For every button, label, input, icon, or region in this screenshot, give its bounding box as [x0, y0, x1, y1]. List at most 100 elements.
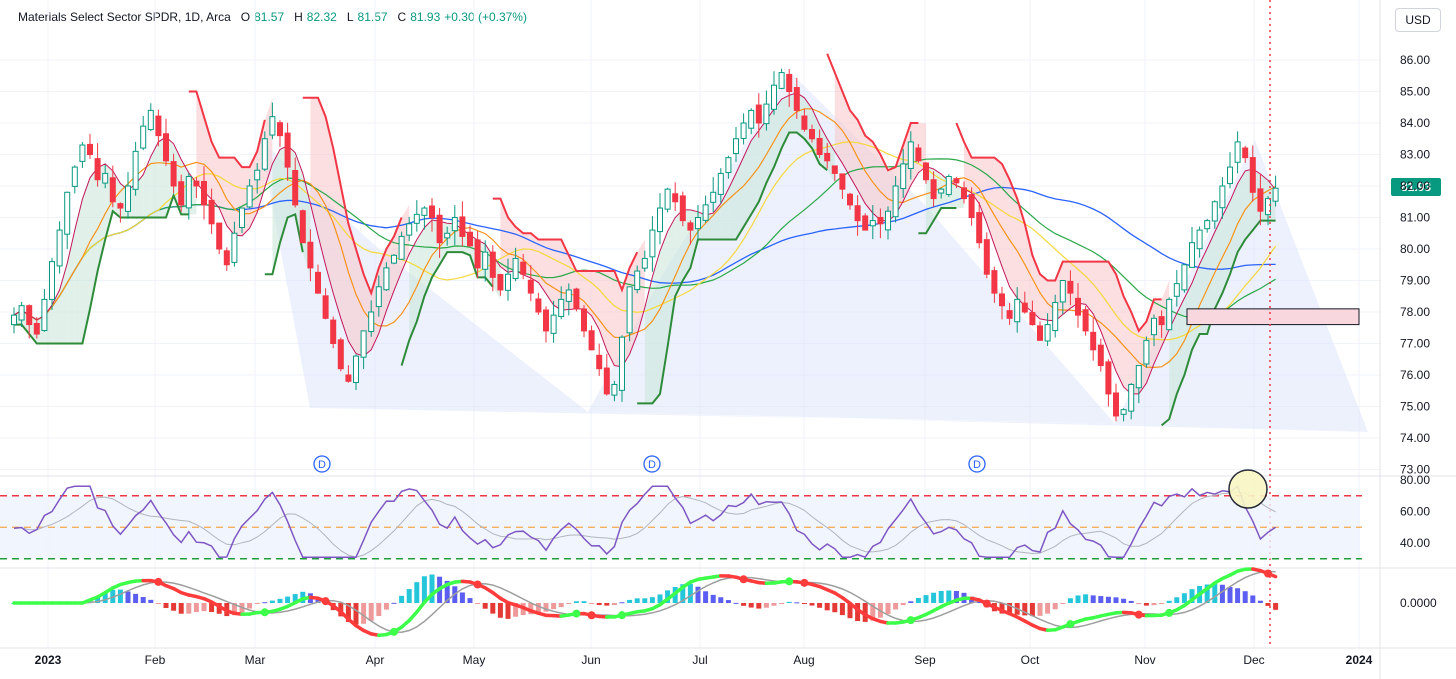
- open-value: 81.57: [254, 10, 285, 24]
- candle-body: [413, 213, 420, 224]
- candle-body: [649, 229, 656, 258]
- candle-body: [505, 273, 511, 291]
- macd-bar: [611, 603, 617, 606]
- candle-body: [49, 261, 55, 300]
- macd-bar: [1075, 595, 1081, 603]
- cloud-segment: [736, 157, 744, 240]
- trailing-stop-green: [14, 131, 1276, 427]
- macd-bar: [733, 602, 739, 604]
- cloud-segment: [994, 157, 1002, 267]
- dividend-marker: D: [313, 455, 331, 473]
- cloud-segment: [1237, 170, 1246, 253]
- price-tick-label: 84.00: [1400, 116, 1430, 130]
- low-label: L: [346, 10, 354, 24]
- dividend-marker: D: [968, 455, 986, 473]
- candle-body: [809, 129, 815, 140]
- sma-20-line: [13, 141, 1277, 341]
- cloud-segment: [1032, 255, 1040, 319]
- candle-body: [391, 254, 397, 264]
- range-rectangle: [1186, 308, 1360, 326]
- candle-body: [1173, 283, 1180, 297]
- candle-body: [953, 178, 960, 184]
- macd-cross-dot: [587, 611, 596, 620]
- cloud-segment: [910, 123, 919, 186]
- candle-body: [94, 158, 101, 181]
- cloud-segment: [1123, 296, 1132, 394]
- macd-bar: [1007, 603, 1013, 615]
- candle-body: [793, 87, 800, 111]
- macd-bar: [589, 603, 595, 604]
- cloud-segment: [1085, 261, 1094, 314]
- macd-bar: [345, 603, 351, 623]
- candle-body: [869, 220, 876, 227]
- macd-bar: [117, 589, 123, 603]
- candle-body: [999, 293, 1005, 307]
- rsi-ma-line: [13, 491, 1276, 558]
- macd-line-segment: [339, 610, 351, 621]
- chart-legend: Materials Select Sector SPDR, 1D, Arca O…: [18, 10, 527, 24]
- macd-cross-dot: [1165, 608, 1174, 617]
- macd-cross-dot: [982, 599, 991, 608]
- macd-bar: [1121, 598, 1127, 603]
- candle-body: [1113, 392, 1119, 417]
- candle-body: [945, 176, 952, 195]
- candle-body: [368, 311, 375, 333]
- candle-body: [839, 173, 846, 190]
- sma-5-line: [13, 92, 1276, 395]
- candle-body: [596, 354, 603, 370]
- macd-bar: [839, 603, 845, 616]
- close-value: 81.93: [410, 10, 441, 24]
- macd-bar: [140, 596, 146, 603]
- cloud-segment: [553, 239, 562, 311]
- candle-body: [786, 73, 793, 93]
- candle-body: [527, 279, 534, 294]
- candle-body: [1135, 365, 1142, 389]
- candle-body: [277, 122, 283, 137]
- candle-body: [634, 270, 641, 291]
- macd-bar: [277, 598, 283, 603]
- candle-body: [132, 150, 139, 190]
- dividend-circle: [313, 455, 331, 473]
- macd-bar: [406, 589, 412, 603]
- macd-bar: [178, 603, 184, 614]
- candle-body: [695, 217, 701, 230]
- macd-bar: [1219, 584, 1225, 603]
- cloud-segment: [143, 156, 151, 218]
- dividend-circle: [643, 455, 661, 473]
- candle-body: [337, 339, 344, 370]
- macd-bar: [1022, 603, 1028, 616]
- candle-body: [930, 179, 937, 200]
- cloud-segment: [1116, 274, 1124, 387]
- time-tick-label: 2024: [1346, 653, 1373, 667]
- candle-body: [201, 180, 207, 206]
- time-tick-label: 2023: [35, 653, 62, 667]
- cloud-segment: [318, 97, 326, 266]
- price-tick-label: 73.00: [1400, 463, 1430, 477]
- macd-bar: [1212, 583, 1218, 603]
- macd-bar: [923, 595, 929, 603]
- candle-body: [345, 374, 352, 382]
- candle-body: [322, 295, 329, 319]
- currency-button[interactable]: USD: [1395, 8, 1441, 32]
- candle-body: [26, 305, 33, 326]
- candle-body: [1090, 331, 1097, 351]
- macd-bar: [368, 603, 374, 621]
- macd-bar: [976, 601, 982, 603]
- candle-body: [1037, 325, 1043, 341]
- macd-bar: [513, 603, 519, 617]
- macd-cross-dot: [1066, 620, 1075, 629]
- macd-bar: [1105, 596, 1111, 603]
- macd-bar: [1128, 600, 1134, 603]
- macd-bar: [999, 603, 1005, 614]
- price-tick-label: 82.00: [1400, 179, 1430, 193]
- cloud-segment: [842, 91, 850, 177]
- macd-bar: [133, 593, 139, 603]
- cloud-segment: [652, 250, 660, 404]
- macd-bar: [748, 603, 754, 608]
- macd-bar: [247, 603, 253, 609]
- candle-body: [64, 191, 71, 235]
- macd-bar: [855, 603, 861, 622]
- time-tick-label: Oct: [1021, 653, 1040, 667]
- macd-bar: [862, 603, 868, 622]
